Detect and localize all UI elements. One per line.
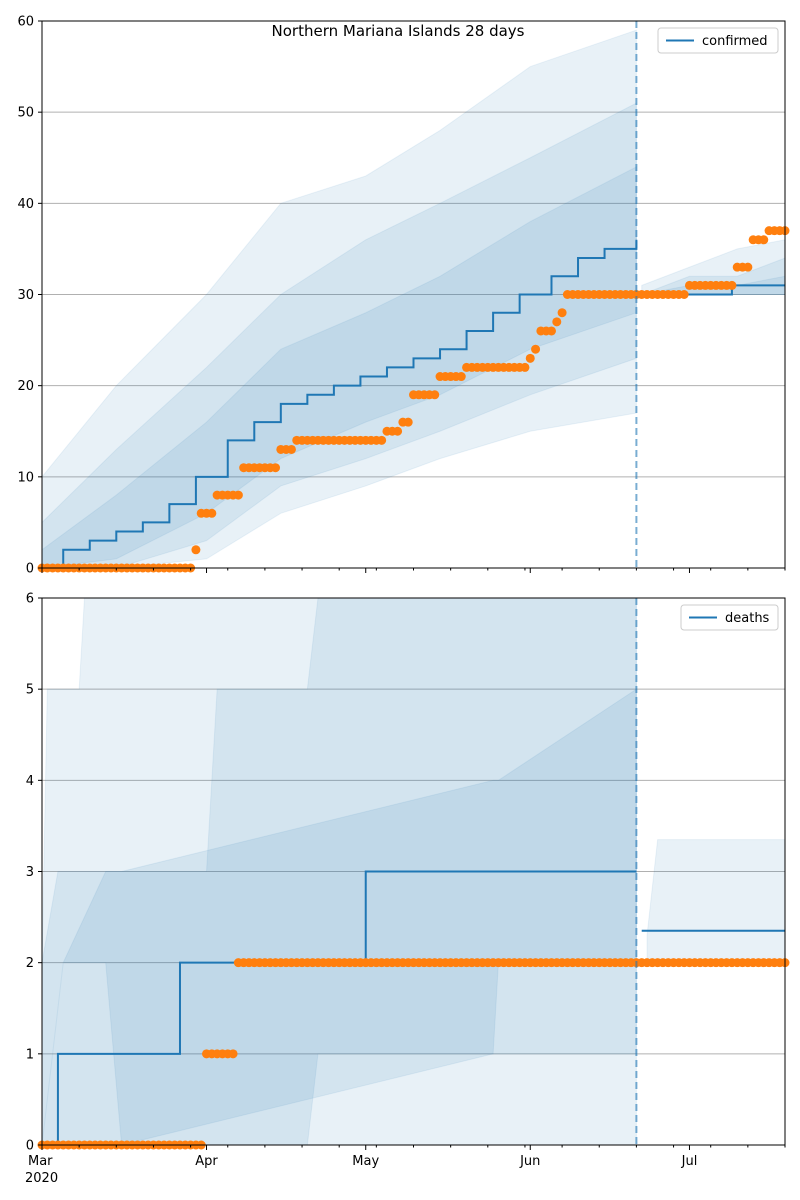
legend: deaths — [680, 604, 779, 631]
chart-title: Northern Mariana Islands 28 days — [272, 22, 525, 40]
y-tick-label: 60 — [17, 15, 34, 30]
y-tick-label: 10 — [17, 470, 34, 485]
observed-point — [743, 262, 753, 272]
x-tick-label: Jun — [519, 1154, 540, 1169]
plot-area — [42, 598, 785, 1145]
observed-point — [377, 435, 387, 445]
y-tick-label: 2 — [26, 956, 34, 971]
fit-line — [42, 870, 637, 1145]
confirmed-panel: 0 10 20 30 40 50 60 Northern Mariana Islands 28… — [17, 15, 790, 577]
fit-band-1 — [42, 102, 637, 568]
y-tick-label: 5 — [26, 683, 34, 698]
observed-point — [552, 317, 562, 327]
observed-point — [759, 235, 769, 245]
observed-point — [679, 290, 689, 299]
observed-point — [727, 280, 737, 290]
observed-point — [531, 344, 541, 354]
legend-box — [680, 604, 779, 631]
fit-line — [42, 239, 638, 568]
observed-point — [233, 490, 243, 500]
y-tick-label: 0 — [26, 562, 34, 577]
x-tick-label: May — [352, 1154, 379, 1169]
deaths-panel: 0 1 2 3 4 5 6 Mar 2020 Apr May Jun Jul deaths — [25, 592, 790, 1186]
fit-band-2 — [42, 688, 637, 1145]
y-tick-label: 0 — [26, 1139, 34, 1154]
observed-point — [525, 353, 535, 363]
legend-label: deaths — [725, 611, 770, 626]
y-tick-label: 3 — [26, 865, 34, 880]
y-tick-label: 50 — [17, 106, 34, 121]
observed-point — [546, 326, 556, 336]
observed-point — [557, 308, 567, 318]
observed-point — [393, 426, 403, 436]
y-tick-label: 6 — [26, 592, 34, 607]
observed-point — [228, 1049, 238, 1059]
legend-label: confirmed — [702, 34, 768, 49]
observed-point — [430, 390, 440, 400]
observed-point — [520, 362, 530, 372]
y-tick-label: 20 — [17, 379, 34, 394]
observed-point — [207, 508, 217, 518]
y-tick-label: 40 — [17, 197, 34, 212]
x-tick-label: Mar — [28, 1154, 53, 1169]
observed-point — [403, 417, 413, 427]
y-tick-label: 1 — [26, 1047, 34, 1062]
x-tick-sublabel: 2020 — [25, 1171, 58, 1186]
forecast-band-0 — [646, 839, 785, 964]
plot-area — [42, 29, 785, 568]
y-tick-label: 30 — [17, 288, 34, 303]
legend: confirmed — [657, 27, 779, 54]
legend-box — [657, 27, 779, 54]
fit-band-0 — [42, 598, 637, 1145]
fit-band-0 — [42, 29, 637, 568]
observed-point — [456, 372, 466, 382]
x-tick-label: Jul — [681, 1154, 698, 1169]
observed-point — [271, 463, 281, 473]
observed-point — [191, 545, 201, 555]
observed-point — [286, 444, 296, 454]
y-tick-label: 4 — [26, 774, 34, 789]
x-tick-label: Apr — [195, 1154, 218, 1169]
observed-points — [37, 226, 790, 573]
